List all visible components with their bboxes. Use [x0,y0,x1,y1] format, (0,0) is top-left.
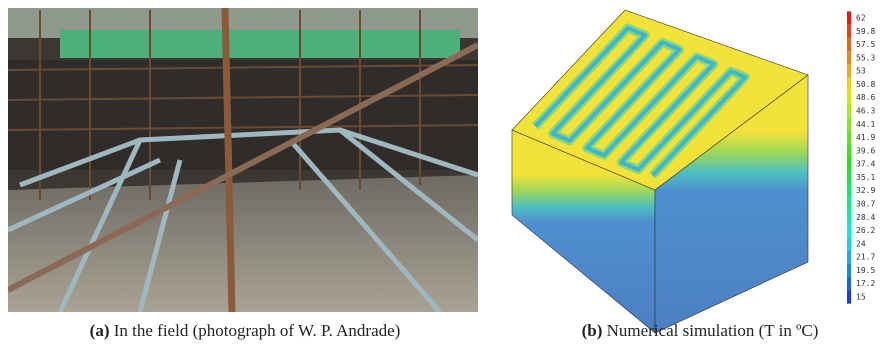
colorbar-label: 59.8 [856,27,875,36]
colorbar-swatch [847,104,851,117]
colorbar-label: 21.7 [856,253,875,262]
colorbar-swatch [847,131,851,144]
colorbar-swatch [847,237,851,250]
colorbar-label: 53 [856,67,866,76]
colorbar-label: 37.4 [856,160,875,169]
colorbar-swatch [847,51,851,64]
colorbar-swatch [847,118,851,131]
colorbar-label: 17.2 [856,279,875,288]
colorbar-swatch [847,38,851,51]
colorbar-swatch [847,264,851,277]
colorbar-swatch [847,211,851,224]
colorbar-swatch [847,290,851,303]
colorbar-label: 35.1 [856,173,875,182]
caption-b: (b) Numerical simulation (T in ºC) [582,321,819,340]
colorbar-label: 50.8 [856,80,875,89]
colorbar-swatch [847,197,851,210]
colorbar-label: 46.3 [856,107,875,116]
figure: 62 59.8 57.5 55.3 53 50.8 48.6 46.3 44.1 41.9 39.6… [0,0,880,347]
colorbar-label: 48.6 [856,93,875,102]
caption-a: (a) In the field (photograph of W. P. An… [90,321,401,340]
caption-label: (b) [582,321,603,340]
colorbar-swatch [847,158,851,171]
colorbar-swatch [847,25,851,38]
colorbar: 62 59.8 57.5 55.3 53 50.8 48.6 46.3 44.1 41.9 39.6… [847,11,875,303]
caption-text: In the field (photograph of W. P. Andrad… [114,321,401,340]
colorbar-swatch [847,144,851,157]
colorbar-swatch [847,65,851,78]
colorbar-swatch [847,78,851,91]
colorbar-label: 62 [856,14,866,23]
colorbar-label: 39.6 [856,146,875,155]
colorbar-label: 24 [856,239,866,248]
colorbar-swatch [847,251,851,264]
colorbar-label: 19.5 [856,266,875,275]
colorbar-label: 15 [856,293,866,302]
colorbar-label: 28.4 [856,213,875,222]
colorbar-label: 57.5 [856,40,875,49]
colorbar-swatch [847,91,851,104]
colorbar-label: 55.3 [856,53,875,62]
caption-text: Numerical simulation (T in ºC) [607,321,819,340]
colorbar-label: 26.2 [856,226,875,235]
colorbar-swatch [847,277,851,290]
colorbar-swatch [847,224,851,237]
colorbar-label: 41.9 [856,133,875,142]
colorbar-label: 30.7 [856,200,875,209]
colorbar-swatch [847,171,851,184]
photograph [8,8,478,312]
colorbar-swatch [847,11,851,24]
simulation-block [512,10,808,333]
colorbar-label: 44.1 [856,120,875,129]
caption-label: (a) [90,321,110,340]
colorbar-label: 32.9 [856,186,875,195]
colorbar-swatch [847,184,851,197]
